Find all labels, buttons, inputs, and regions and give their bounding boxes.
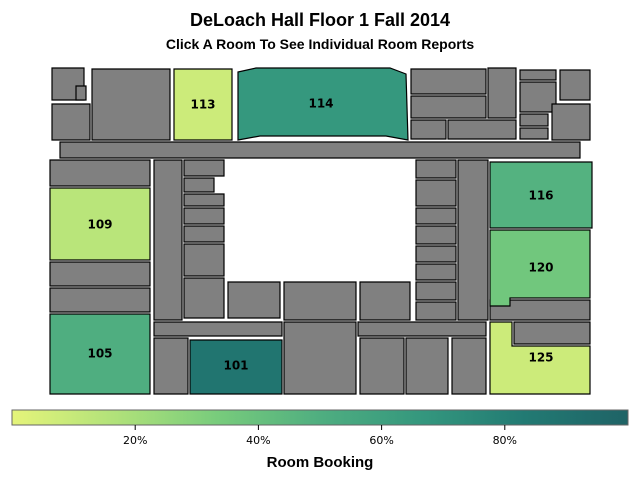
legend-ticks: 20% 40% 60% 80% xyxy=(123,425,517,447)
area-inner-right-h xyxy=(415,301,457,321)
area-bottom-d xyxy=(451,337,487,395)
area-inner-left-a xyxy=(183,159,225,177)
room-113[interactable] xyxy=(173,68,233,141)
area-center-top xyxy=(283,281,357,321)
corridor-bottom-right xyxy=(357,321,487,337)
area-top-right-j xyxy=(559,69,591,101)
area-inner-left-f xyxy=(183,243,225,277)
legend-title: Room Booking xyxy=(267,454,374,471)
legend-tick-label: 60% xyxy=(369,434,393,447)
page-title: DeLoach Hall Floor 1 Fall 2014 xyxy=(189,10,451,30)
area-inner-left-d xyxy=(183,207,225,225)
area-inner-right-f xyxy=(415,263,457,281)
area-top-right-c xyxy=(410,119,447,140)
area-top-right-i xyxy=(519,127,549,140)
area-left-b xyxy=(49,261,151,287)
area-top-left-c xyxy=(51,103,91,141)
corridor-left xyxy=(153,159,183,321)
area-inner-left-e xyxy=(183,225,225,243)
area-top-right-f xyxy=(519,69,557,81)
area-top-right-h xyxy=(519,113,549,127)
room-116[interactable] xyxy=(489,161,593,229)
corridor-top xyxy=(59,141,581,159)
color-legend: 20% 40% 60% 80% Room Booking xyxy=(11,409,629,471)
area-top-right-b xyxy=(410,95,487,119)
area-top-right-e xyxy=(487,67,517,119)
room-114[interactable] xyxy=(237,67,409,141)
area-top-right-a xyxy=(410,68,487,95)
page-subtitle: Click A Room To See Individual Room Repo… xyxy=(165,36,475,52)
area-top-right-d xyxy=(447,119,517,140)
area-center-right xyxy=(359,281,411,321)
room-105[interactable] xyxy=(49,313,151,395)
area-top-left-b xyxy=(75,85,87,101)
non-bookable-areas xyxy=(49,67,591,395)
legend-tick-label: 20% xyxy=(123,434,147,447)
area-right-b xyxy=(513,321,591,345)
area-inner-left-b xyxy=(183,177,215,193)
area-left-c xyxy=(49,287,151,313)
area-inner-right-a xyxy=(415,159,457,179)
legend-color-bar xyxy=(11,409,629,426)
room-109[interactable] xyxy=(49,187,151,261)
area-left-a xyxy=(49,159,151,187)
area-top-left-d xyxy=(91,68,171,141)
area-bottom-a xyxy=(153,337,189,395)
corridor-bottom xyxy=(153,321,283,337)
area-inner-left-h xyxy=(227,281,281,319)
area-inner-left-g xyxy=(183,277,225,319)
legend-tick-label: 80% xyxy=(493,434,517,447)
area-bottom-c xyxy=(405,337,449,395)
area-inner-right-c xyxy=(415,207,457,225)
area-top-right-k xyxy=(551,103,591,141)
area-right-a xyxy=(489,299,591,321)
area-bottom-b xyxy=(359,337,405,395)
area-inner-left-c xyxy=(183,193,225,207)
area-inner-right-e xyxy=(415,245,457,263)
area-center-bottom xyxy=(283,321,357,395)
area-inner-right-b xyxy=(415,179,457,207)
rooms xyxy=(49,67,593,395)
room-125[interactable] xyxy=(489,321,591,395)
area-top-right-g xyxy=(519,81,557,113)
legend-tick-label: 40% xyxy=(246,434,270,447)
room-120[interactable] xyxy=(489,229,591,307)
room-101[interactable] xyxy=(189,339,283,395)
corridor-right xyxy=(457,159,489,321)
area-inner-right-d xyxy=(415,225,457,245)
area-inner-right-g xyxy=(415,281,457,301)
